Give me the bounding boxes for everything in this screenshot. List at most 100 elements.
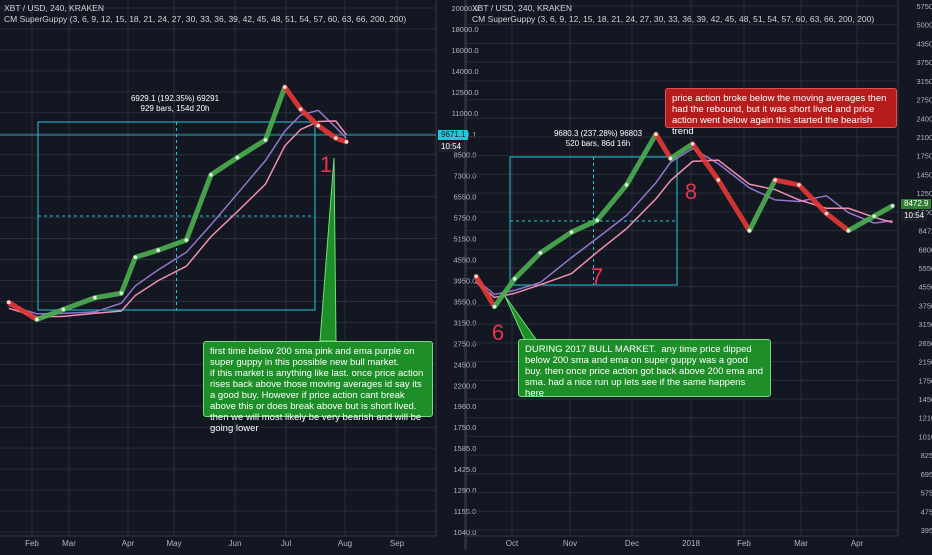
left-price-point <box>263 138 268 142</box>
right-price-point <box>872 214 876 218</box>
right-price-point <box>797 183 801 187</box>
left-x-tick: Mar <box>62 539 76 548</box>
left-symbol-label[interactable]: XBT / USD, 240, KRAKEN <box>4 3 104 13</box>
right-y-tick: 575.0 <box>921 489 932 498</box>
left-price-point <box>316 123 321 128</box>
right-price-segment <box>715 177 752 234</box>
right-sma200-line <box>475 159 893 299</box>
left-price-segment <box>132 247 161 260</box>
left-x-tick: Feb <box>25 539 39 548</box>
right-x-tick: 2018 <box>682 539 700 548</box>
right-price-segment <box>594 182 630 223</box>
left-price-point <box>333 136 338 140</box>
right-marker-6: 6 <box>492 320 504 345</box>
left-marker-1: 1 <box>320 152 332 177</box>
right-price-segment <box>668 141 696 161</box>
right-y-tick: 21000.0 <box>916 133 932 142</box>
right-price-point <box>747 228 752 233</box>
right-y-tick: 12500.0 <box>916 189 932 198</box>
right-price-segment <box>746 177 778 234</box>
left-price-point <box>156 248 161 252</box>
right-price-segment <box>823 211 851 234</box>
right-y-tick: 24000.0 <box>916 114 932 123</box>
left-y-tick: 5750.0 <box>454 214 477 223</box>
right-indicator-label[interactable]: CM SuperGuppy (3, 6, 9, 12, 15, 18, 21, … <box>472 14 875 24</box>
right-price-point <box>824 211 829 216</box>
left-price-segment <box>155 237 189 253</box>
left-price-point <box>298 107 303 111</box>
left-x-tick: Sep <box>390 539 405 548</box>
right-price-point <box>690 142 695 146</box>
left-price-point <box>61 307 66 312</box>
left-price-segment <box>262 84 288 143</box>
right-price-point <box>654 132 658 137</box>
right-price-point <box>668 156 673 161</box>
right-price-point <box>716 178 721 182</box>
right-y-tick: 1210.0 <box>919 414 932 423</box>
left-y-tick: 7300.0 <box>454 172 477 181</box>
left-price-segment <box>118 254 138 296</box>
right-green-callout[interactable]: DURING 2017 BULL MARKET. any time price … <box>518 339 771 399</box>
right-y-tick: 3750.0 <box>919 301 932 310</box>
left-y-tick: 16000.0 <box>451 46 478 55</box>
left-price-point <box>119 291 124 296</box>
left-chart-header: XBT / USD, 240, KRAKEN CM SuperGuppy (3,… <box>4 3 406 25</box>
right-y-tick: 1450.0 <box>919 395 932 404</box>
right-price-point <box>846 228 851 233</box>
left-green-callout[interactable]: first time below 200 sma pink and ema pu… <box>203 341 433 434</box>
right-symbol-label[interactable]: XBT / USD, 240, KRAKEN <box>472 3 572 13</box>
right-marker-8: 8 <box>685 179 697 204</box>
right-y-tick: 2650.0 <box>919 339 932 348</box>
left-last-price-tag: 9671.1 <box>438 130 469 140</box>
left-price-point <box>93 295 97 300</box>
left-indicator-label[interactable]: CM SuperGuppy (3, 6, 9, 12, 15, 18, 21, … <box>4 14 407 24</box>
right-price-point <box>773 178 777 182</box>
right-y-tick: 17500.0 <box>916 152 932 161</box>
left-x-tick: Jun <box>229 539 242 548</box>
left-y-tick: 2450.0 <box>454 360 477 369</box>
right-y-tick: 8472.9 <box>919 227 932 236</box>
right-price-segment <box>473 273 498 310</box>
left-x-tick: Apr <box>122 539 135 548</box>
left-price-segment <box>333 135 349 145</box>
left-y-tick: 1585.0 <box>454 444 477 453</box>
left-sma200-line <box>8 120 347 318</box>
right-last-price-tag: 8472.9 <box>901 199 932 209</box>
left-countdown-tag: 10:54 <box>438 142 465 152</box>
right-y-tick: 2150.0 <box>919 358 932 367</box>
right-y-tick: 5550.0 <box>919 264 932 273</box>
left-y-tick: 5150.0 <box>454 235 477 244</box>
right-price-point <box>512 277 517 281</box>
left-price-point <box>235 155 240 160</box>
right-y-tick: 14500.0 <box>916 170 932 179</box>
right-x-tick: Apr <box>851 539 864 548</box>
left-y-tick: 3150.0 <box>454 318 477 327</box>
left-y-tick: 1960.0 <box>454 402 477 411</box>
right-measure-line1: 9680.3 (237.28%) 96803 <box>553 129 643 138</box>
left-y-tick: 1750.0 <box>454 423 477 432</box>
left-price-point <box>133 255 138 260</box>
right-price-segment <box>492 276 518 310</box>
right-red-callout[interactable]: price action broke below the moving aver… <box>665 88 897 137</box>
left-price-segment <box>315 123 339 141</box>
right-price-point <box>624 183 629 187</box>
right-y-tick: 4550.0 <box>919 283 932 292</box>
left-y-tick: 14000.0 <box>451 67 478 76</box>
left-price-point <box>6 300 11 305</box>
left-x-tick: Jul <box>281 539 291 548</box>
right-y-tick: 27500.0 <box>916 96 932 105</box>
right-price-point <box>595 218 600 223</box>
left-price-point <box>184 238 189 242</box>
left-y-tick: 1040.0 <box>454 528 477 537</box>
left-y-tick: 1290.0 <box>454 486 477 495</box>
right-y-tick: 31500.0 <box>916 77 932 86</box>
left-measure-line1: 6929.1 (192.35%) 69291 <box>130 94 220 103</box>
left-price-segment <box>92 290 124 301</box>
left-x-tick: Aug <box>338 539 352 548</box>
left-price-point <box>283 85 287 89</box>
left-ema200-line <box>8 109 347 315</box>
left-price-segment <box>208 155 240 178</box>
left-y-tick: 11000.0 <box>452 109 479 118</box>
